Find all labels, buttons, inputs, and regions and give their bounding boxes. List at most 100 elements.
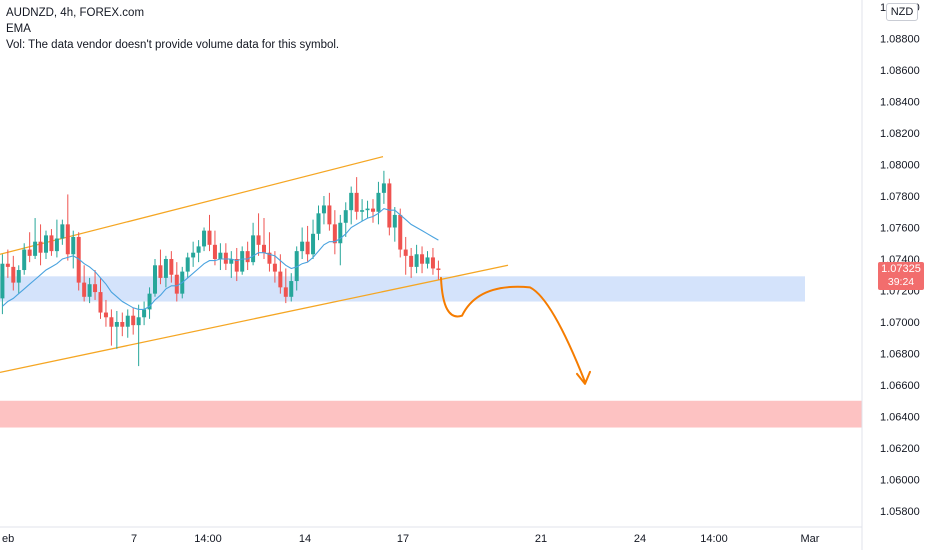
candle-down (430, 257, 435, 269)
candle-up (142, 309, 147, 318)
candle-down (283, 287, 288, 297)
projection-arrowhead (576, 370, 591, 385)
candle-down (234, 259, 239, 272)
candle-up (316, 213, 321, 234)
candle-down (207, 230, 212, 245)
candle-down (174, 274, 179, 294)
candle-down (93, 284, 98, 293)
candle-up (381, 183, 386, 193)
candle-up (240, 251, 245, 272)
candle-up (289, 281, 294, 297)
candle-up (338, 222, 343, 244)
price-axis[interactable]: 1.090001.088001.086001.084001.082001.080… (880, 2, 920, 518)
candle-down (27, 249, 32, 256)
last-price-badge: 1.07325 39:24 (878, 262, 924, 290)
candle-up (349, 192, 354, 211)
projection-layer (440, 276, 591, 385)
ema-line (2, 207, 439, 310)
chart-legend: AUDNZD, 4h, FOREX.com EMA Vol: The data … (6, 5, 339, 53)
channel-lower-line (0, 264, 509, 374)
time-tick-label: eb (2, 533, 14, 545)
candle-down (409, 255, 414, 267)
candle-down (420, 254, 425, 264)
candle-up (196, 246, 201, 253)
candle-down (272, 263, 277, 272)
support-zone (0, 276, 805, 302)
candle-down (387, 183, 392, 228)
candle-down (82, 282, 87, 297)
candle-up (54, 238, 59, 252)
candle-down (169, 259, 174, 275)
candle-up (343, 210, 348, 223)
time-tick-label: 14:00 (194, 533, 222, 545)
candle-up (163, 259, 168, 278)
ema-legend[interactable]: EMA (6, 23, 31, 35)
candle-up (71, 236, 76, 255)
candle-down (267, 252, 272, 264)
price-tick-label: 1.06800 (880, 349, 920, 361)
time-tick-label: 17 (397, 533, 409, 545)
time-tick-label: 24 (634, 533, 646, 545)
candle-up (414, 254, 419, 267)
currency-button[interactable]: NZD (886, 3, 918, 21)
candle-up (202, 230, 207, 247)
candle-up (300, 241, 305, 252)
candle-down (278, 271, 283, 288)
time-axis[interactable]: eb 7 14:00 14 17 21 24 14:00 Mar (2, 533, 820, 545)
candle-up (294, 251, 299, 282)
price-tick-label: 1.08400 (880, 97, 920, 109)
bar-countdown: 39:24 (887, 276, 915, 288)
time-tick-label: 14:00 (700, 533, 728, 545)
candle-down (38, 241, 43, 253)
price-tick-label: 1.06400 (880, 412, 920, 424)
candle-down (65, 224, 70, 255)
candle-down (305, 241, 310, 255)
candle-down (332, 224, 337, 244)
candle-up (147, 293, 152, 310)
candle-down (131, 315, 136, 326)
candle-down (5, 263, 10, 267)
target-zone (0, 400, 862, 428)
candle-down (354, 192, 359, 212)
time-tick-label: Mar (801, 533, 820, 545)
candle-down (223, 252, 228, 264)
candle-up (87, 284, 92, 297)
candle-down (98, 292, 103, 313)
candle-up (136, 317, 141, 326)
candle-down (327, 205, 332, 225)
candle-up (392, 214, 397, 228)
candle-up (22, 249, 27, 271)
candle-up (0, 263, 5, 299)
candle-down (49, 235, 54, 252)
candle-down (256, 235, 261, 245)
candle-up (425, 257, 430, 264)
projection-path (440, 276, 586, 383)
price-tick-label: 1.07000 (880, 317, 920, 329)
candle-up (114, 322, 119, 327)
candle-up (191, 252, 196, 258)
candle-up (60, 224, 65, 239)
candle-down (212, 244, 217, 259)
candle-up (153, 265, 157, 294)
time-tick-label: 21 (535, 533, 547, 545)
ema-layer (2, 207, 439, 310)
candle-up (321, 205, 326, 214)
candle-down (120, 322, 125, 327)
price-tick-label: 1.06000 (880, 475, 920, 487)
candle-down (436, 268, 441, 271)
price-tick-label: 1.07600 (880, 223, 920, 235)
symbol-line[interactable]: AUDNZD, 4h, FOREX.com (6, 7, 145, 19)
candles-layer (0, 170, 441, 367)
candle-up (125, 315, 130, 327)
volume-legend[interactable]: Vol: The data vendor doesn't provide vol… (6, 39, 340, 51)
price-tick-label: 1.07800 (880, 191, 920, 203)
candle-up (311, 233, 316, 255)
candle-down (398, 214, 403, 250)
time-tick-label: 14 (299, 533, 311, 545)
last-price-value: 1.07325 (881, 263, 921, 275)
candle-down (109, 317, 114, 327)
candle-down (403, 249, 408, 256)
candle-up (218, 252, 223, 259)
price-tick-label: 1.05800 (880, 506, 920, 518)
